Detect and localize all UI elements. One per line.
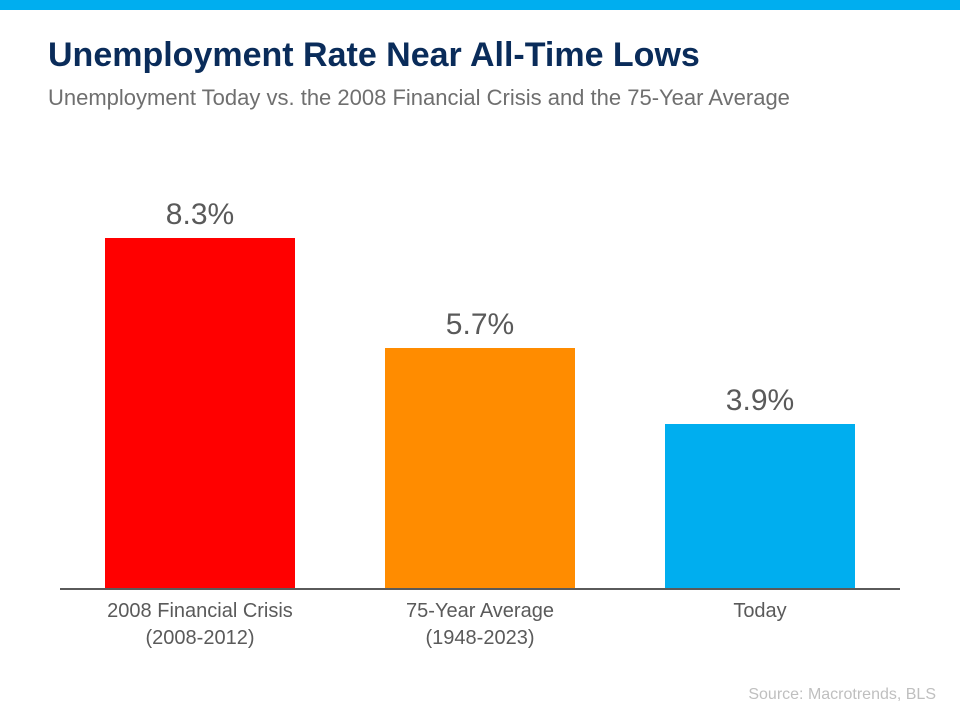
bar xyxy=(385,348,575,588)
title-block: Unemployment Rate Near All-Time Lows Une… xyxy=(48,36,912,111)
bar-group: 5.7% xyxy=(385,308,575,588)
chart-page: Unemployment Rate Near All-Time Lows Une… xyxy=(0,0,960,720)
x-axis-label: Today xyxy=(630,598,890,625)
bar xyxy=(665,424,855,588)
x-axis-label: 75-Year Average(1948-2023) xyxy=(350,598,610,652)
bar-group: 3.9% xyxy=(665,384,855,588)
x-axis-label: 2008 Financial Crisis(2008-2012) xyxy=(70,598,330,652)
x-axis-label-line: Today xyxy=(630,598,890,625)
x-axis-label-line: (2008-2012) xyxy=(70,625,330,652)
x-axis-label-line: (1948-2023) xyxy=(350,625,610,652)
bar xyxy=(105,238,295,588)
source-citation: Source: Macrotrends, BLS xyxy=(748,686,936,704)
bar-group: 8.3% xyxy=(105,198,295,588)
bar-value-label: 5.7% xyxy=(446,308,514,342)
chart-title: Unemployment Rate Near All-Time Lows xyxy=(48,36,912,75)
chart-plot-area: 8.3% 5.7% 3.9% xyxy=(60,190,900,590)
bar-value-label: 3.9% xyxy=(726,384,794,418)
bar-value-label: 8.3% xyxy=(166,198,234,232)
x-axis-label-line: 2008 Financial Crisis xyxy=(70,598,330,625)
x-axis-label-line: 75-Year Average xyxy=(350,598,610,625)
chart-subtitle: Unemployment Today vs. the 2008 Financia… xyxy=(48,85,912,111)
accent-bar xyxy=(0,0,960,10)
